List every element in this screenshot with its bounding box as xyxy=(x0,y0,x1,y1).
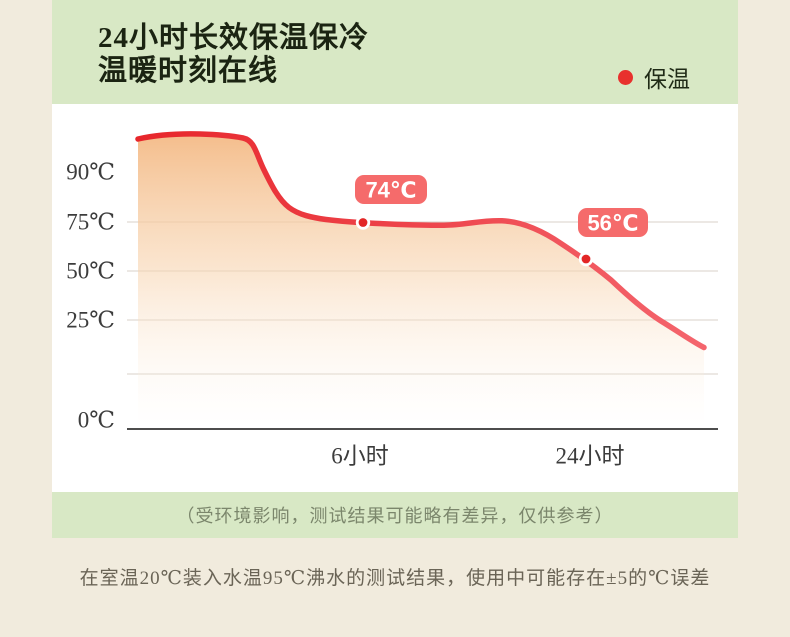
curve-area-fill xyxy=(138,133,704,428)
value-badge-6h-label: 74℃ xyxy=(365,178,416,203)
bottom-disclaimer: 在室温20℃装入水温95℃沸水的测试结果，使用中可能存在±5的℃误差 xyxy=(0,538,790,590)
title-line-2: 温暖时刻在线 xyxy=(98,55,279,87)
page-title: 24小时长效保温保冷 温暖时刻在线 xyxy=(52,0,738,88)
value-badge-24h: 56℃ xyxy=(578,208,648,237)
bottom-disclaimer-text: 在室温20℃装入水温95℃沸水的测试结果，使用中可能存在±5的℃误差 xyxy=(79,568,711,589)
insulation-card: 24小时长效保温保冷 温暖时刻在线 保温 xyxy=(52,0,738,538)
legend-label: 保温 xyxy=(644,67,690,92)
chart-note-text: （受环境影响，测试结果可能略有差异，仅供参考） xyxy=(176,506,614,526)
y-tick-75: 75℃ xyxy=(66,210,115,235)
title-line-1: 24小时长效保温保冷 xyxy=(98,22,370,54)
chart-legend: 保温 xyxy=(618,60,690,94)
value-badge-6h: 74℃ xyxy=(355,175,427,204)
x-tick-6h: 6小时 xyxy=(331,444,389,469)
insulation-curve xyxy=(135,131,707,351)
y-tick-90: 90℃ xyxy=(66,160,115,185)
data-point-24h xyxy=(578,251,594,267)
card-header: 24小时长效保温保冷 温暖时刻在线 保温 xyxy=(52,0,738,104)
y-tick-50: 50℃ xyxy=(66,259,115,284)
legend-red-dot-icon xyxy=(618,69,633,85)
value-badge-24h-label: 56℃ xyxy=(587,211,638,236)
y-tick-25: 25℃ xyxy=(66,308,115,333)
y-tick-0: 0℃ xyxy=(78,408,115,433)
chart-area: 74℃ 56℃ 90℃ 75℃ 50℃ 25℃ 0℃ 6小时 24小时 xyxy=(52,104,738,492)
chart-note-strip: （受环境影响，测试结果可能略有差异，仅供参考） xyxy=(52,492,738,538)
x-tick-24h: 24小时 xyxy=(556,444,625,469)
data-point-6h xyxy=(355,215,371,230)
temperature-line-chart: 74℃ 56℃ 90℃ 75℃ 50℃ 25℃ 0℃ 6小时 24小时 xyxy=(66,131,718,469)
